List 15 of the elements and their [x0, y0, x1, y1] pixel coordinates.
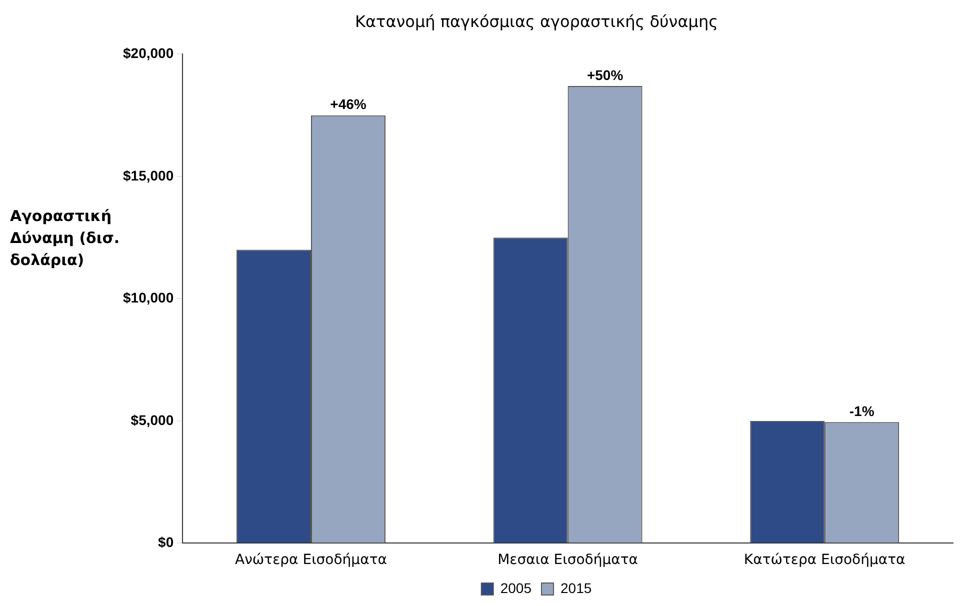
- x-tick-label: Μεσαια Εισοδήματα: [498, 552, 638, 568]
- y-tick-label: $20,000: [122, 45, 174, 62]
- y-tick-label: $10,000: [122, 290, 174, 306]
- annotation: +46%: [330, 96, 367, 112]
- y-tick-label: $5,000: [130, 412, 174, 428]
- x-tick-label: Ανώτερα Εισοδήματα: [235, 552, 387, 568]
- legend-label: 2005: [500, 580, 532, 596]
- annotation: -1%: [849, 403, 875, 420]
- x-tick-label: Κατώτερα Εισοδήματα: [744, 552, 906, 568]
- y-tick-label: $15,000: [122, 167, 174, 184]
- y-axis-title: Αγοραστική Δύναμη (δισ. δολάρια): [10, 206, 121, 271]
- chart-title: Κατανομή παγκόσμιας αγοραστικής δύναμης: [355, 12, 718, 31]
- y-tick-label: $0: [158, 534, 174, 550]
- annotation: +50%: [586, 66, 624, 83]
- legend-label: 2015: [560, 580, 592, 596]
